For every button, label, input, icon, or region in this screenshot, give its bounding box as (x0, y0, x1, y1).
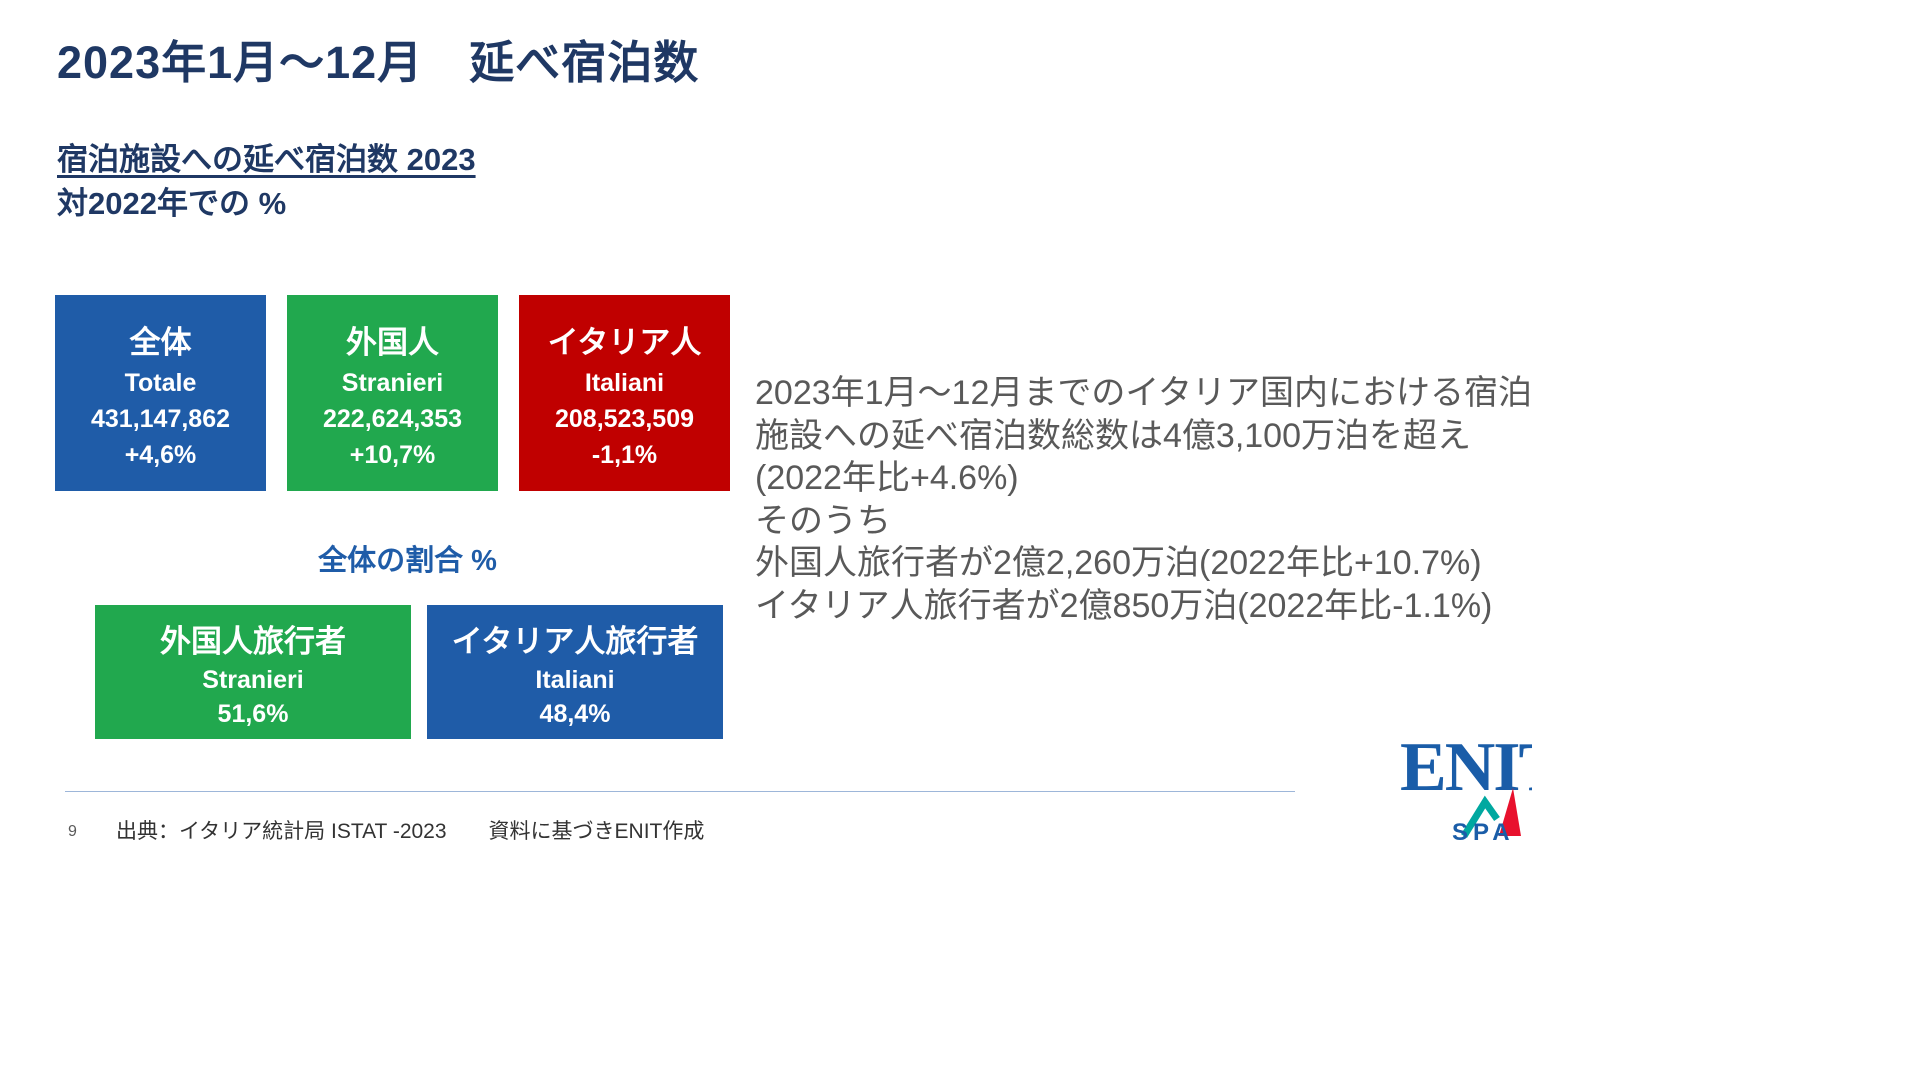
page-title: 2023年1月～12月 延べ宿泊数 (57, 37, 700, 88)
logo-sail-icon (1499, 788, 1521, 836)
stat-total-value: 431,147,862 (90, 404, 231, 433)
logo-swoosh-icon (1461, 795, 1500, 838)
page-number: 9 (68, 823, 77, 840)
share-foreigners-value: 51,6% (217, 699, 289, 728)
share-foreigners-label-it: Stranieri (202, 665, 304, 694)
share-boxes: 外国人旅行者 Stranieri 51,6% イタリア人旅行者 Italiani… (95, 605, 723, 739)
stat-boxes: 全体 Totale 431,147,862 +4,6% 外国人 Stranier… (55, 295, 730, 491)
summary-line-2: そのうち (755, 501, 891, 540)
share-foreigners-label-jp: 外国人旅行者 (160, 623, 346, 659)
stat-foreigners-label-jp: 外国人 (346, 324, 439, 360)
share-italians-label-it: Italiani (535, 665, 615, 694)
source-citation: 出典：イタリア統計局 ISTAT -2023 資料に基づきENIT作成 (116, 820, 705, 843)
stat-box-total: 全体 Totale 431,147,862 +4,6% (55, 295, 266, 491)
footer-divider (65, 791, 1295, 792)
share-box-foreigners: 外国人旅行者 Stranieri 51,6% (95, 605, 411, 739)
stat-box-foreigners: 外国人 Stranieri 222,624,353 +10,7% (287, 295, 498, 491)
enit-logo: ENIT SPA (1400, 729, 1532, 846)
share-box-italians: イタリア人旅行者 Italiani 48,4% (427, 605, 723, 739)
stat-italians-change: -1,1% (591, 440, 658, 469)
stat-foreigners-label-it: Stranieri (341, 368, 444, 397)
stat-italians-label-it: Italiani (584, 368, 665, 397)
stat-total-change: +4,6% (124, 440, 197, 469)
summary-text: 2023年1月～12月までのイタリア国内における宿泊施設への延べ宿泊数総数は4億… (755, 372, 1555, 627)
summary-line-4: イタリア人旅行者が2億850万泊(2022年比-1.1%) (755, 586, 1493, 625)
logo-subtext: SPA (1452, 819, 1515, 846)
stat-total-label-it: Totale (124, 368, 197, 397)
summary-line-3: 外国人旅行者が2億2,260万泊(2022年比+10.7%) (755, 544, 1482, 582)
stat-italians-label-jp: イタリア人 (547, 324, 702, 360)
logo-text: ENIT (1400, 729, 1532, 806)
share-italians-value: 48,4% (539, 699, 611, 728)
stat-foreigners-change: +10,7% (349, 440, 436, 469)
share-section-heading: 全体の割合 % (318, 545, 497, 577)
stat-total-label-jp: 全体 (129, 324, 192, 360)
subtitle-line-1: 宿泊施設への延べ宿泊数 2023 (57, 142, 476, 177)
subtitle: 宿泊施設への延べ宿泊数 2023 対2022年での % (57, 138, 476, 226)
summary-line-1: 2023年1月～12月までのイタリア国内における宿泊施設への延べ宿泊数総数は4億… (755, 374, 1533, 497)
stat-box-italians: イタリア人 Italiani 208,523,509 -1,1% (519, 295, 730, 491)
stat-italians-value: 208,523,509 (554, 404, 695, 433)
stat-foreigners-value: 222,624,353 (322, 404, 463, 433)
share-italians-label-jp: イタリア人旅行者 (451, 623, 699, 659)
subtitle-line-2: 対2022年での % (57, 186, 287, 222)
